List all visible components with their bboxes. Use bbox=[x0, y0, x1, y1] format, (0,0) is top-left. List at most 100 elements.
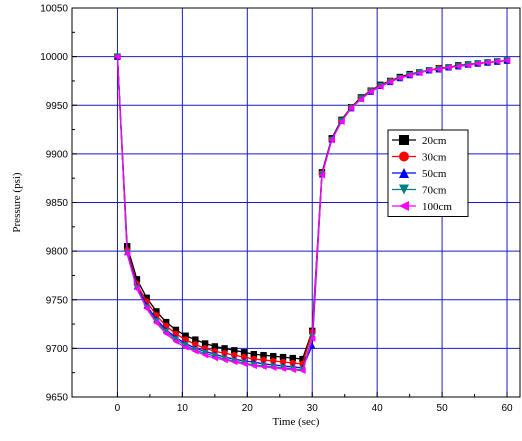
y-axis-label: Pressure (psi) bbox=[11, 172, 23, 233]
legend-label: 50cm bbox=[422, 168, 447, 180]
data-point bbox=[143, 294, 150, 302]
data-point bbox=[192, 341, 199, 348]
data-point bbox=[133, 285, 141, 293]
data-point bbox=[299, 355, 306, 363]
data-point bbox=[201, 351, 209, 359]
y-tick-label: 9900 bbox=[46, 149, 69, 160]
legend-label: 70cm bbox=[422, 185, 447, 197]
data-point bbox=[162, 330, 170, 337]
legend: 20cm 30cm 50cm 70cm 100cm bbox=[387, 129, 469, 217]
x-tick-label: 30 bbox=[307, 403, 319, 414]
data-point bbox=[182, 336, 189, 343]
series-group bbox=[114, 53, 511, 374]
data-point bbox=[231, 347, 238, 354]
data-point bbox=[328, 137, 335, 144]
data-point bbox=[172, 326, 180, 334]
data-point bbox=[279, 365, 287, 372]
data-point bbox=[211, 352, 219, 360]
data-point bbox=[162, 318, 170, 326]
data-point bbox=[494, 58, 501, 65]
data-point bbox=[240, 353, 248, 361]
legend-label: 100cm bbox=[422, 201, 452, 213]
data-point bbox=[240, 349, 248, 356]
data-point bbox=[377, 83, 384, 90]
data-point bbox=[221, 350, 228, 357]
legend-label: 30cm bbox=[422, 152, 447, 164]
data-point bbox=[289, 359, 296, 367]
data-point bbox=[399, 151, 409, 162]
data-point bbox=[192, 336, 199, 343]
data-point bbox=[260, 351, 267, 359]
data-point bbox=[172, 330, 180, 337]
data-point bbox=[270, 357, 277, 365]
data-point bbox=[260, 356, 267, 364]
data-point bbox=[503, 57, 511, 64]
data-point bbox=[406, 71, 413, 79]
data-point bbox=[250, 362, 257, 370]
y-tick-label: 10000 bbox=[40, 52, 68, 63]
data-point bbox=[133, 276, 141, 283]
data-point bbox=[172, 338, 180, 345]
data-point bbox=[289, 366, 296, 373]
x-tick-label: 0 bbox=[115, 403, 121, 414]
data-point bbox=[338, 118, 345, 125]
data-point bbox=[123, 250, 131, 258]
data-point bbox=[309, 342, 316, 349]
y-tick-label: 9650 bbox=[46, 393, 69, 404]
data-point bbox=[299, 367, 306, 374]
x-tick-label: 10 bbox=[177, 403, 189, 414]
x-tick-label: 40 bbox=[372, 403, 384, 414]
y-tick-label: 9750 bbox=[46, 295, 69, 306]
data-point bbox=[464, 62, 472, 69]
data-point bbox=[231, 358, 238, 366]
data-point bbox=[399, 135, 409, 145]
y-tick-label: 9850 bbox=[46, 198, 69, 209]
data-point bbox=[250, 351, 257, 358]
data-point bbox=[240, 360, 248, 368]
data-point bbox=[182, 332, 189, 339]
data-point bbox=[172, 336, 180, 343]
axis-ticks: 0 10 20 30 40 50 60 9650 9700 9750 9800 9850 9900 995… bbox=[40, 4, 513, 415]
data-point bbox=[309, 335, 316, 342]
data-point bbox=[318, 172, 326, 179]
data-point bbox=[143, 305, 150, 312]
data-point bbox=[399, 184, 409, 195]
data-point bbox=[182, 344, 189, 351]
data-point bbox=[455, 63, 462, 70]
data-point bbox=[153, 308, 160, 315]
series-100cm bbox=[114, 53, 511, 374]
data-point bbox=[201, 340, 209, 347]
data-point bbox=[211, 343, 219, 350]
data-point bbox=[153, 319, 160, 327]
y-tick-label: 9700 bbox=[46, 344, 69, 355]
data-point bbox=[396, 74, 404, 82]
data-point bbox=[425, 67, 433, 74]
data-point bbox=[221, 356, 228, 364]
data-point bbox=[474, 60, 481, 67]
data-point bbox=[367, 88, 374, 95]
y-tick-label: 10050 bbox=[40, 4, 68, 15]
data-point bbox=[399, 168, 409, 178]
data-point bbox=[260, 363, 267, 371]
data-point bbox=[270, 352, 277, 360]
legend-label: 20cm bbox=[422, 135, 447, 147]
y-tick-label: 9800 bbox=[46, 247, 69, 258]
data-point bbox=[484, 59, 491, 66]
y-tick-label: 9950 bbox=[46, 101, 69, 112]
x-axis-label: Time (sec) bbox=[273, 416, 320, 428]
data-point bbox=[289, 354, 296, 362]
data-point bbox=[357, 96, 365, 103]
data-point bbox=[231, 351, 238, 359]
data-point bbox=[182, 342, 189, 349]
data-point bbox=[162, 328, 170, 336]
data-point bbox=[279, 353, 287, 361]
data-point bbox=[279, 358, 287, 366]
data-point bbox=[221, 345, 228, 352]
data-point bbox=[192, 348, 199, 355]
x-tick-label: 60 bbox=[501, 403, 513, 414]
x-tick-label: 50 bbox=[437, 403, 449, 414]
data-point bbox=[270, 364, 277, 372]
x-tick-label: 20 bbox=[242, 403, 254, 414]
